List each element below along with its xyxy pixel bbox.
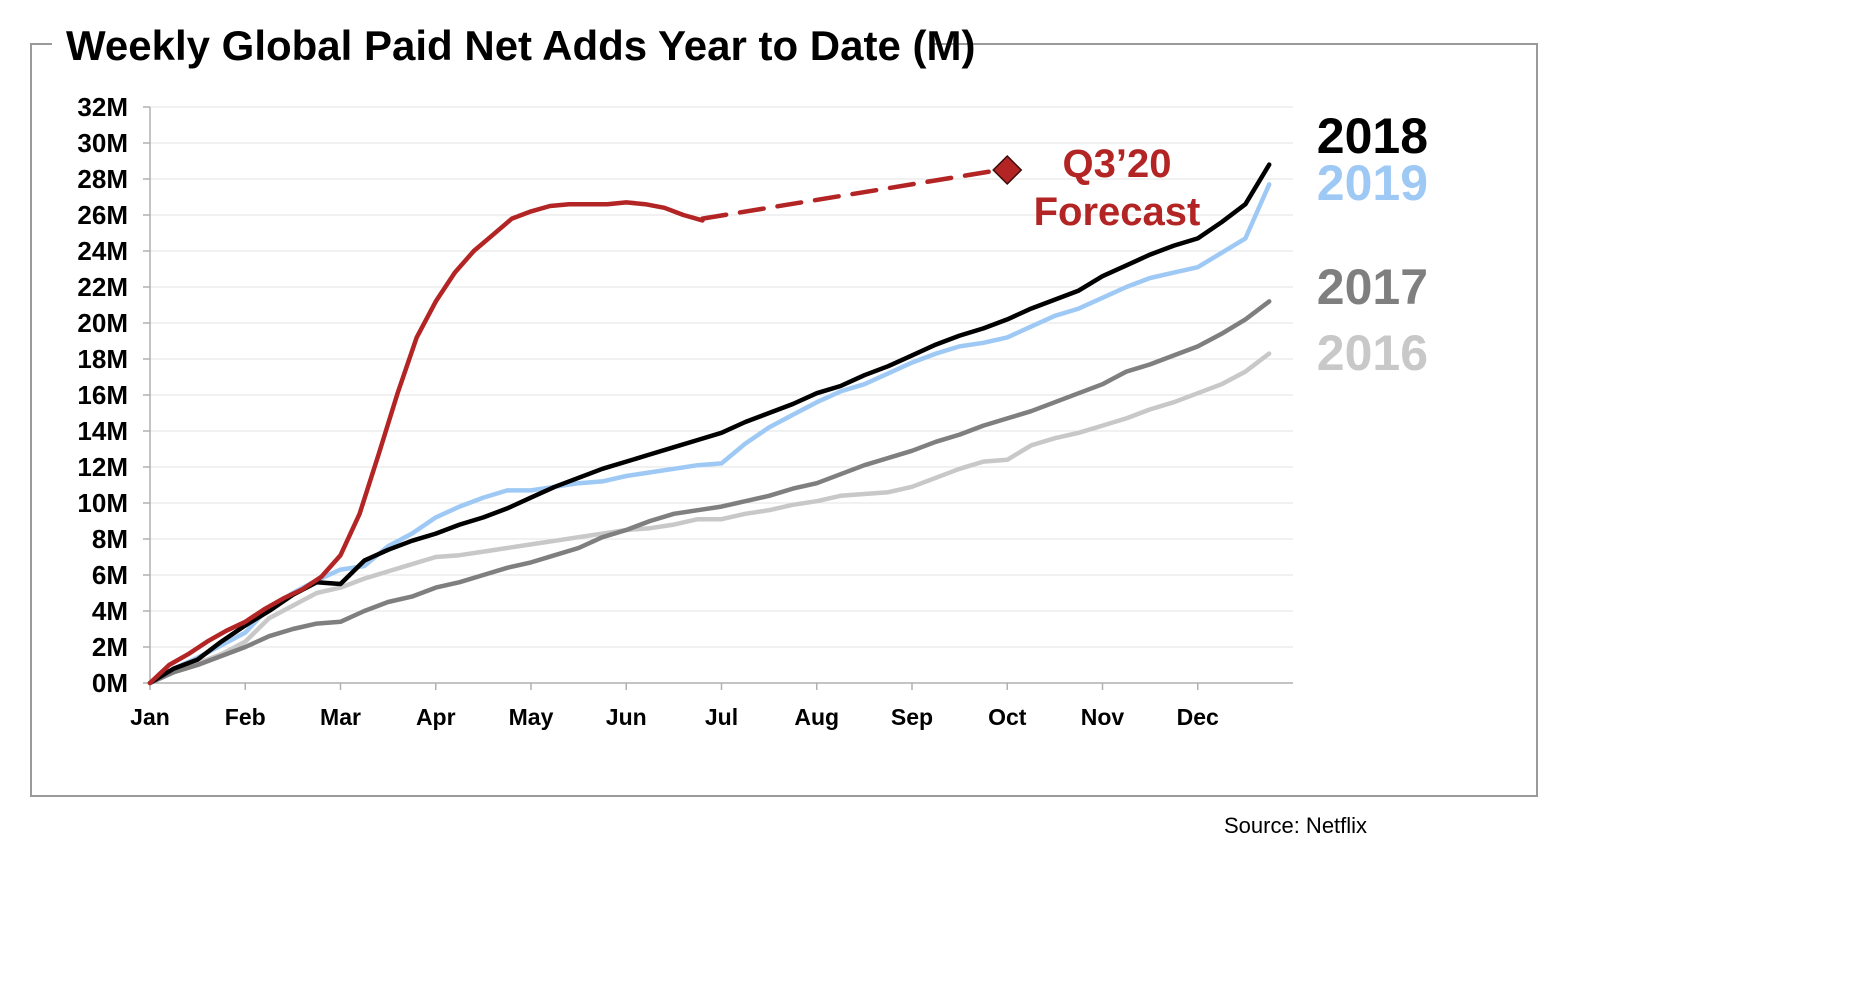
y-tick-label: 32M — [77, 92, 128, 122]
series-line-2016 — [147, 351, 1272, 686]
x-tick-label: Jan — [130, 704, 170, 730]
x-tick-label: Sep — [891, 704, 933, 730]
series-line-2020 — [147, 200, 705, 686]
y-tick-label: 26M — [77, 200, 128, 230]
series-line-2019 — [147, 182, 1272, 686]
x-tick-label: Oct — [988, 704, 1027, 730]
y-tick-label: 14M — [77, 416, 128, 446]
y-tick-label: 4M — [92, 596, 128, 626]
y-tick-label: 30M — [77, 128, 128, 158]
x-tick-label: Aug — [794, 704, 839, 730]
y-tick-label: 20M — [77, 308, 128, 338]
x-tick-label: Jun — [606, 704, 647, 730]
y-tick-label: 28M — [77, 164, 128, 194]
series-lines — [147, 162, 1272, 686]
y-tick-label: 18M — [77, 344, 128, 374]
y-tick-label: 0M — [92, 668, 128, 698]
series-label-2017: 2017 — [1317, 259, 1428, 315]
x-tick-label: May — [509, 704, 554, 730]
y-tick-label: 6M — [92, 560, 128, 590]
y-tick-label: 10M — [77, 488, 128, 518]
x-axis-tick-labels: Jan Feb Mar Apr May Jun Jul Aug Sep Oct Nov Dec — [130, 704, 1219, 730]
y-tick-label: 8M — [92, 524, 128, 554]
y-axis-tick-labels: 0M 2M 4M 6M 8M 10M 12M 14M 16M 18M 20M 22M 24M 26M 28M… — [77, 92, 128, 698]
y-tick-label: 2M — [92, 632, 128, 662]
series-line-2017 — [147, 299, 1272, 686]
source-note: Source: Netflix — [1224, 813, 1367, 838]
x-tick-label: Mar — [320, 704, 361, 730]
y-tick-label: 22M — [77, 272, 128, 302]
axes — [143, 106, 1293, 690]
x-tick-label: Nov — [1081, 704, 1125, 730]
x-tick-label: Jul — [705, 704, 738, 730]
gridlines — [150, 106, 1293, 648]
x-tick-label: Apr — [416, 704, 456, 730]
series-line-2018 — [147, 162, 1272, 686]
title-background — [52, 18, 932, 74]
y-tick-label: 16M — [77, 380, 128, 410]
x-tick-label: Dec — [1177, 704, 1219, 730]
x-tick-label: Feb — [225, 704, 266, 730]
series-label-2016: 2016 — [1317, 325, 1428, 381]
series-label-2019: 2019 — [1317, 155, 1428, 211]
forecast-label-line-1: Q3’20 — [1063, 142, 1172, 186]
forecast-diamond-marker — [992, 154, 1023, 186]
y-tick-label: 24M — [77, 236, 128, 266]
forecast-label-line-2: Forecast — [1034, 190, 1201, 234]
chart-title: Weekly Global Paid Net Adds Year to Date… — [66, 22, 975, 69]
forecast-dashed-line — [700, 168, 996, 221]
y-tick-label: 12M — [77, 452, 128, 482]
series-label-2018: 2018 — [1317, 108, 1428, 164]
